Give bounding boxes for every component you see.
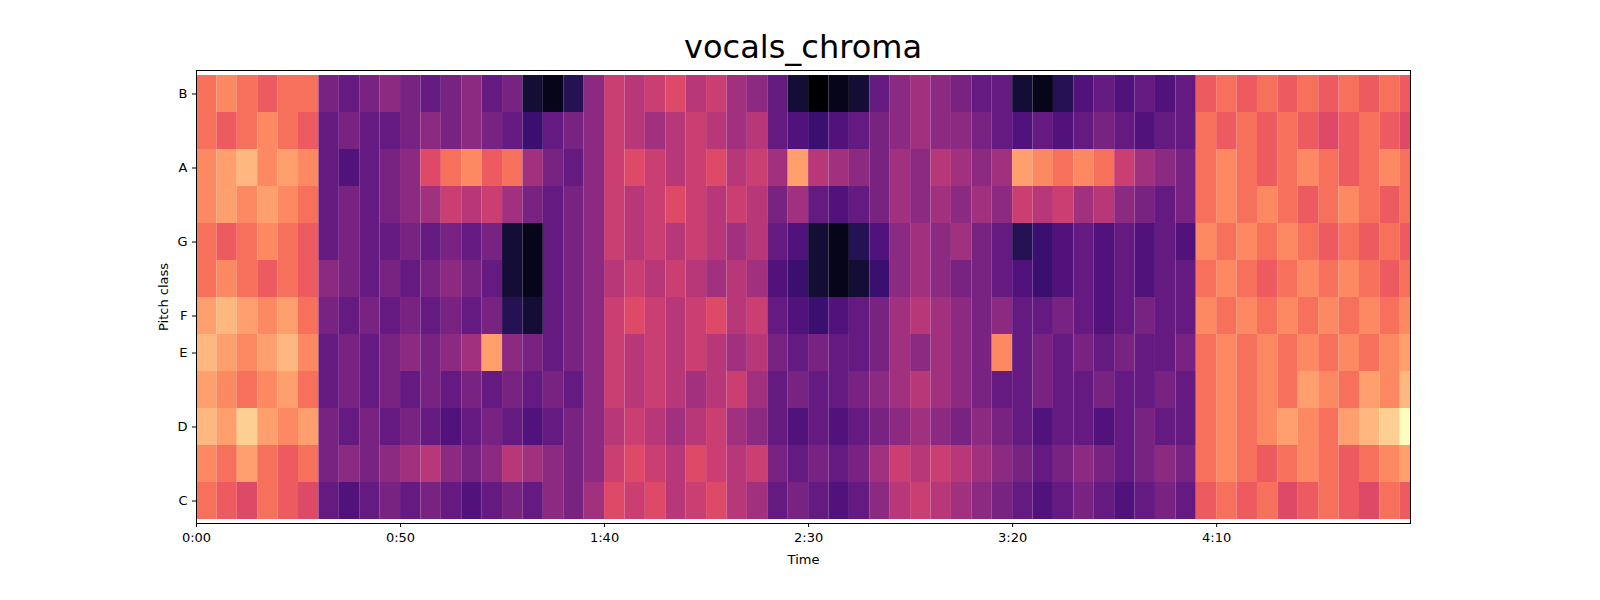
- svg-text:Pitch class: Pitch class: [156, 263, 171, 331]
- svg-text:A: A: [179, 160, 188, 175]
- svg-text:3:20: 3:20: [998, 530, 1027, 545]
- svg-text:D: D: [177, 419, 187, 434]
- svg-text:B: B: [179, 86, 188, 101]
- svg-text:2:30: 2:30: [794, 530, 823, 545]
- svg-text:Time: Time: [787, 552, 820, 567]
- svg-text:E: E: [179, 345, 187, 360]
- svg-text:1:40: 1:40: [590, 530, 619, 545]
- svg-text:C: C: [178, 493, 187, 508]
- svg-text:0:00: 0:00: [182, 530, 211, 545]
- svg-text:F: F: [180, 308, 187, 323]
- svg-text:4:10: 4:10: [1202, 530, 1231, 545]
- html-text:vocals_chroma: vocals_chroma: [684, 28, 922, 66]
- svg-text:G: G: [177, 234, 187, 249]
- svg-text:0:50: 0:50: [386, 530, 415, 545]
